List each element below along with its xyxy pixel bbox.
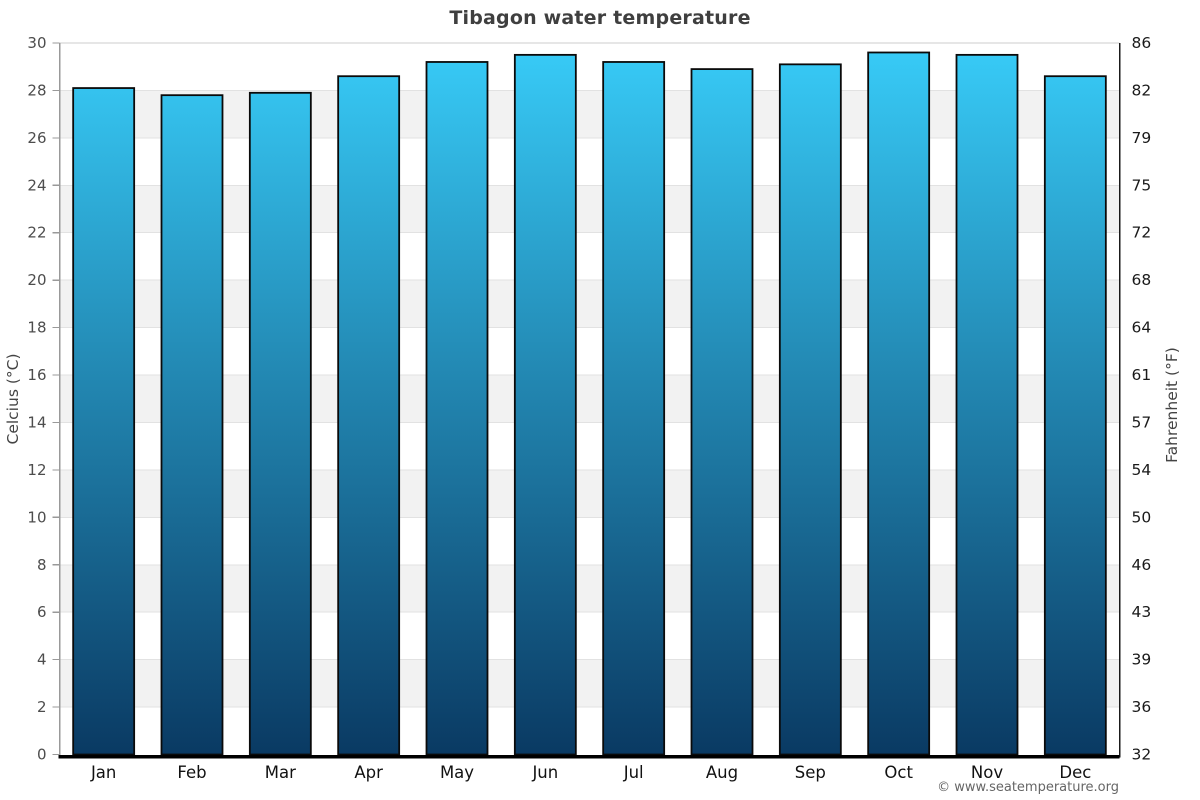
right-tick-label: 39 [1132,651,1152,669]
left-tick-label: 6 [37,603,47,621]
right-tick-label: 57 [1132,413,1152,431]
right-tick-label: 50 [1132,508,1152,526]
left-tick-label: 24 [27,176,46,194]
grid-band [59,375,1120,423]
x-label-oct: Oct [884,763,913,782]
bar-jul [602,61,666,756]
left-axis-title: Celcius (°C) [4,354,22,445]
x-label-feb: Feb [177,763,206,782]
x-label-dec: Dec [1059,763,1091,782]
bar-feb [160,94,224,756]
right-tick-label: 79 [1132,129,1152,147]
x-label-jan: Jan [90,763,116,782]
x-label-mar: Mar [265,763,296,782]
grid-band [59,469,1120,518]
right-tick-label: 36 [1132,698,1152,716]
x-label-sep: Sep [795,763,826,782]
bar-aug [690,68,754,756]
left-tick-label: 8 [37,556,47,574]
left-tick-label: 0 [37,746,47,764]
bar-jun [513,53,577,756]
right-tick-label: 75 [1132,176,1152,194]
right-tick-label: 72 [1132,224,1152,242]
grid-band [59,280,1120,328]
chart-title: Tibagon water temperature [449,7,751,29]
left-tick-label: 14 [27,413,46,431]
bar-nov [955,53,1019,756]
grid-band [59,185,1120,233]
right-tick-label: 32 [1132,746,1152,764]
bar-jan [72,87,136,756]
bar-mar [248,91,312,756]
right-tick-label: 54 [1132,461,1152,479]
grid-band [59,659,1120,708]
right-tick-label: 86 [1132,34,1152,52]
x-label-aug: Aug [706,763,738,782]
left-tick-label: 20 [27,271,46,289]
grid-band [59,564,1120,613]
left-tick-label: 12 [27,461,46,479]
right-tick-label: 68 [1132,271,1152,289]
x-label-jun: Jun [531,763,558,782]
right-tick-label: 43 [1132,603,1152,621]
bar-apr [337,75,401,756]
right-tick-label: 64 [1132,319,1152,337]
right-tick-label: 82 [1132,81,1152,99]
left-tick-label: 30 [27,34,46,52]
x-label-may: May [440,763,474,782]
right-tick-label: 61 [1132,366,1152,384]
left-tick-label: 2 [37,698,47,716]
bar-oct [867,51,931,756]
grid-band [59,90,1120,138]
copyright-text: © www.seatemperature.org [937,780,1119,795]
bar-sep [778,63,842,756]
x-label-nov: Nov [971,763,1003,782]
left-tick-label: 28 [27,81,46,99]
right-tick-label: 46 [1132,556,1152,574]
left-tick-label: 16 [27,366,46,384]
left-tick-label: 26 [27,129,46,147]
bar-dec [1043,75,1107,756]
x-label-jul: Jul [623,763,644,782]
right-axis-title: Fahrenheit (°F) [1163,347,1181,463]
x-label-apr: Apr [354,763,383,782]
left-tick-label: 4 [37,651,47,669]
left-tick-label: 18 [27,319,46,337]
left-tick-label: 22 [27,224,46,242]
left-tick-label: 10 [27,508,46,526]
bar-may [425,61,489,756]
